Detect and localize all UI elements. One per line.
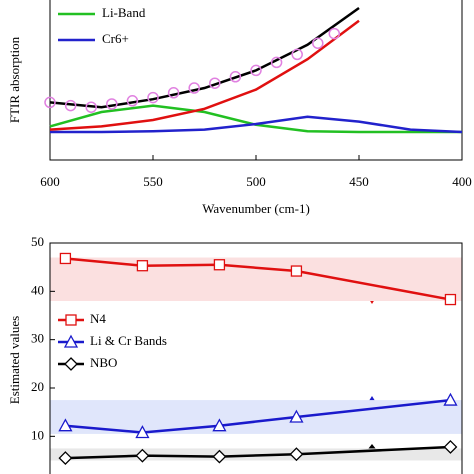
data-point [270,56,283,69]
marker [136,260,149,272]
marker [212,418,227,432]
marker [212,449,227,464]
plot-frame [49,0,463,161]
x-axis-label: Wavenumber (cm-1) [202,201,310,216]
marker [443,392,458,406]
data-point [229,71,242,83]
data-point [106,98,118,110]
y-axis-label: Estimated values [7,316,22,404]
marker [135,425,150,439]
data-point [126,95,139,107]
marker [64,357,78,371]
legend-label: NBO [90,355,117,370]
marker [213,259,226,271]
marker [443,440,458,454]
marker [58,418,73,432]
marker [58,451,73,466]
x-tick-label: 600 [40,174,60,189]
shaded-band [50,257,462,301]
marker [135,448,150,463]
marker [59,252,72,265]
data-point [188,82,200,94]
plot-frame [49,242,463,474]
data-point [85,101,97,113]
legend-label: N4 [90,311,106,326]
legend-label: Li & Cr Bands [90,333,167,348]
x-tick-label: 450 [349,174,369,189]
legend-label: Li-Band [102,5,146,20]
data-point [167,87,180,99]
x-tick-label: 500 [246,174,266,189]
data-point [291,48,303,61]
marker [65,314,77,326]
y-axis-label: FTIR absorption [7,36,22,123]
series-line [49,19,360,131]
data-point [312,37,324,49]
data-point [44,96,56,109]
series-line [49,6,360,109]
data-point [328,27,341,40]
y-tick-label: 40 [31,282,44,297]
marker [289,447,304,462]
data-point [250,64,262,77]
x-tick-label: 550 [143,174,163,189]
marker [63,334,79,348]
y-tick-label: 10 [31,427,44,442]
y-tick-label: 30 [31,331,44,346]
y-tick-label: 50 [31,234,44,249]
marker [289,409,304,423]
y-tick-label: 20 [31,379,44,394]
data-point [64,99,77,112]
marker [290,265,303,277]
data-point [147,91,159,104]
marker [444,293,457,306]
series-line [50,115,463,134]
x-tick-label: 400 [452,174,472,189]
data-point [209,77,221,89]
legend-label: Cr6+ [102,31,129,46]
